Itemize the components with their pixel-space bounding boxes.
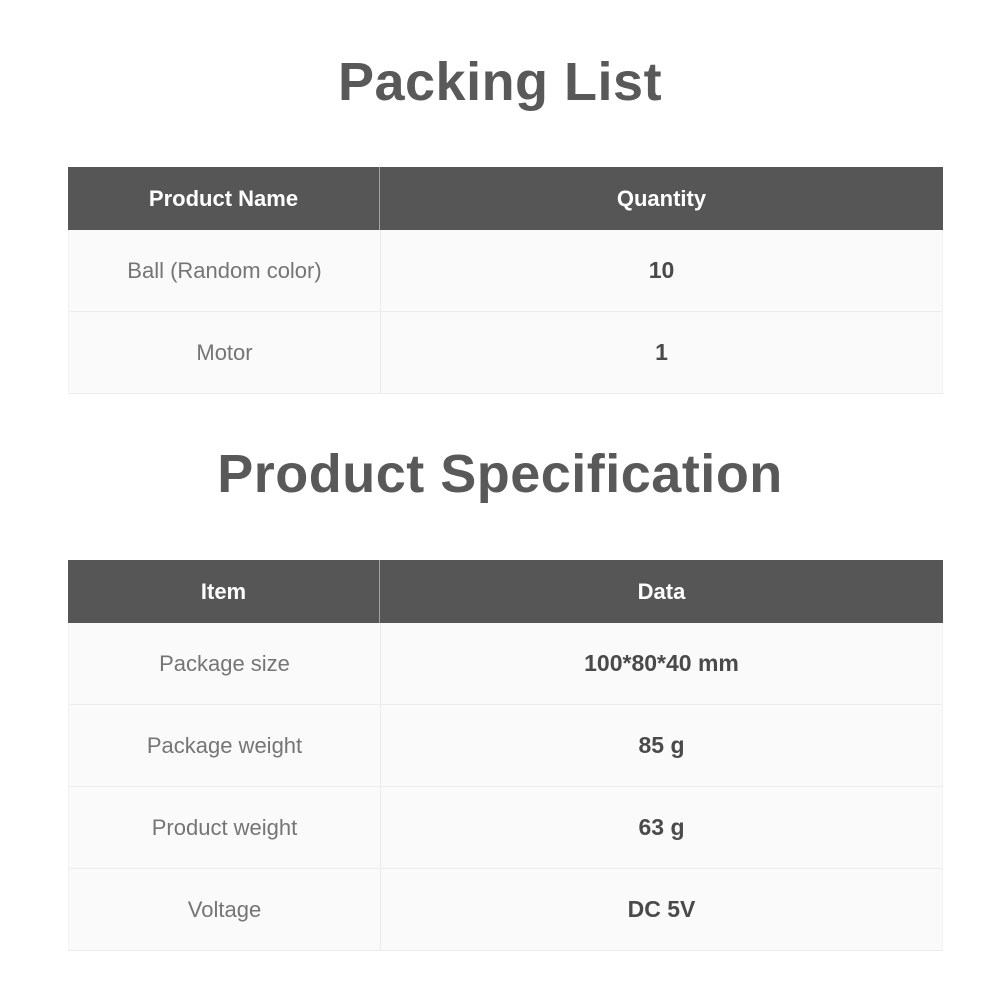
product-specification-row-label: Product weight <box>69 787 381 868</box>
product-specification-header-row: Item Data <box>68 560 943 623</box>
product-specification-row-label: Package weight <box>69 705 381 786</box>
product-specification-table: Item Data Package size 100*80*40 mm Pack… <box>68 560 943 951</box>
packing-list-header-quantity: Quantity <box>616 185 707 211</box>
product-specification-row-value: DC 5V <box>627 896 696 922</box>
product-specification-row-value: 63 g <box>638 814 685 840</box>
product-specification-row-label: Voltage <box>69 869 381 950</box>
table-row: Ball (Random color) 10 <box>68 230 943 312</box>
packing-list-row-value: 10 <box>648 257 675 283</box>
product-specification-row-value: 85 g <box>638 732 685 758</box>
product-specification-header-data: Data <box>637 578 686 604</box>
product-specification-header-item: Item <box>68 560 380 623</box>
packing-list-row-label: Ball (Random color) <box>69 230 381 311</box>
packing-list-header-row: Product Name Quantity <box>68 167 943 230</box>
packing-list-table: Product Name Quantity Ball (Random color… <box>68 167 943 394</box>
table-row: Product weight 63 g <box>68 787 943 869</box>
table-row: Motor 1 <box>68 312 943 394</box>
product-specification-row-value: 100*80*40 mm <box>584 650 739 676</box>
product-specification-row-label: Package size <box>69 623 381 704</box>
table-row: Package size 100*80*40 mm <box>68 623 943 705</box>
table-row: Package weight 85 g <box>68 705 943 787</box>
packing-list-title: Packing List <box>337 52 663 112</box>
product-specification-title: Product Specification <box>217 444 783 504</box>
packing-list-row-value: 1 <box>655 339 668 365</box>
packing-list-header-product-name: Product Name <box>68 167 380 230</box>
table-row: Voltage DC 5V <box>68 869 943 951</box>
packing-list-row-label: Motor <box>69 312 381 393</box>
